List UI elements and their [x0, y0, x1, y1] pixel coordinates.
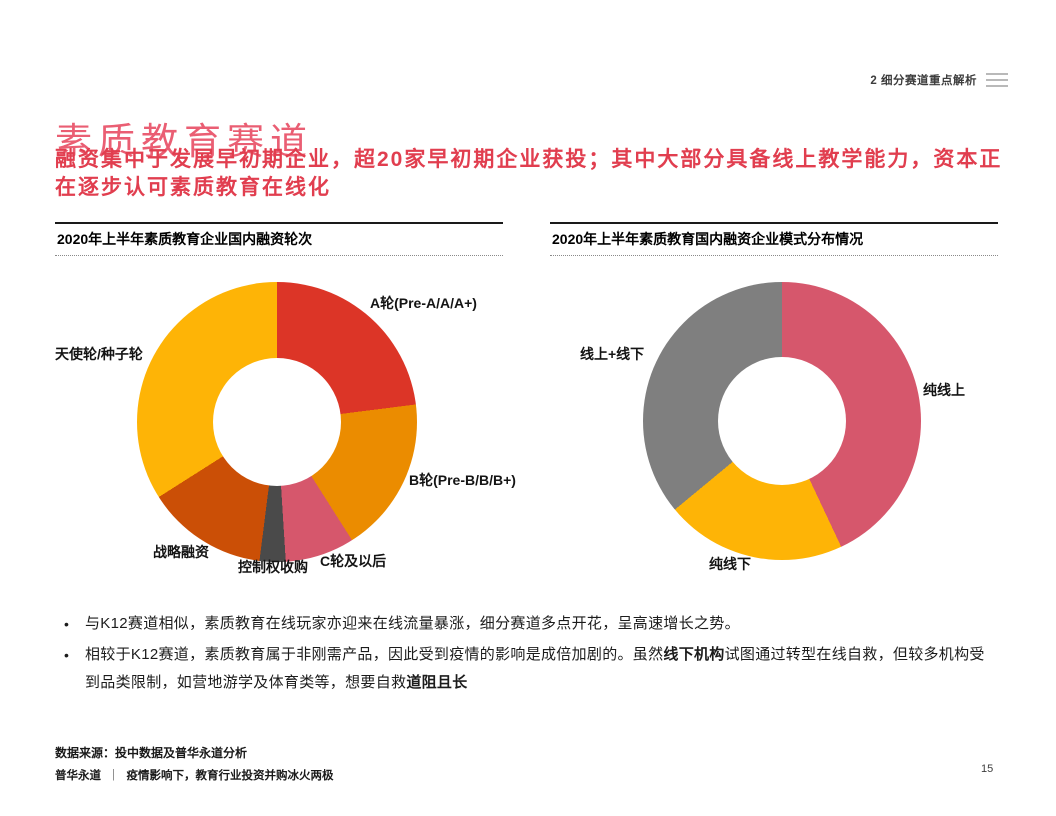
segment-label-strategic: 战略融资 — [153, 544, 209, 560]
segment-label-b-round: B轮(Pre-B/B/B+) — [409, 472, 516, 488]
chart-title-business-model: 2020年上半年素质教育国内融资企业模式分布情况 — [550, 222, 998, 256]
section-header: 2 细分赛道重点解析 — [870, 72, 1008, 88]
page-number: 15 — [981, 763, 994, 775]
insights-list: 与K12赛道相似，素质教育在线玩家亦迎来在线流量暴涨，细分赛道多点开花，呈高速增… — [62, 610, 994, 700]
segment-label-angel-seed: 天使轮/种子轮 — [55, 346, 143, 362]
segment-label-online-offline: 线上+线下 — [580, 346, 645, 362]
page-subtitle: 融资集中于发展早初期企业，超20家早初期企业获投；其中大部分具备线上教学能力，资… — [55, 148, 1003, 199]
donut-chart-financing-rounds — [137, 282, 417, 562]
section-header-label: 2 细分赛道重点解析 — [870, 75, 977, 87]
footer-brand-line: 普华永道 ｜ 疫情影响下，教育行业投资并购冰火两极 — [55, 767, 334, 783]
hamburger-lines-icon — [986, 73, 1008, 87]
bullet-item: 与K12赛道相似，素质教育在线玩家亦迎来在线流量暴涨，细分赛道多点开花，呈高速增… — [62, 610, 994, 638]
donut-hole — [212, 357, 342, 487]
data-source-note: 数据来源：投中数据及普华永道分析 — [55, 746, 248, 760]
donut-chart-business-model — [643, 282, 921, 560]
footer-separator: ｜ — [108, 770, 120, 782]
segment-label-buyout: 控制权收购 — [238, 559, 308, 575]
segment-label-c-round-plus: C轮及以后 — [320, 553, 387, 569]
donut-hole — [718, 357, 846, 485]
brand-name: 普华永道 — [55, 770, 101, 782]
page-title: 素质教育赛道 — [55, 121, 313, 163]
document-title: 疫情影响下，教育行业投资并购冰火两极 — [126, 770, 334, 782]
bullet-item: 相较于K12赛道，素质教育属于非刚需产品，因此受到疫情的影响是成倍加剧的。虽然线… — [62, 641, 994, 697]
segment-label-pure-offline: 纯线下 — [709, 556, 751, 572]
segment-label-pure-online: 纯线上 — [923, 382, 965, 398]
chart-title-financing-rounds: 2020年上半年素质教育企业国内融资轮次 — [55, 222, 503, 256]
segment-label-a-round: A轮(Pre-A/A/A+) — [370, 295, 477, 311]
